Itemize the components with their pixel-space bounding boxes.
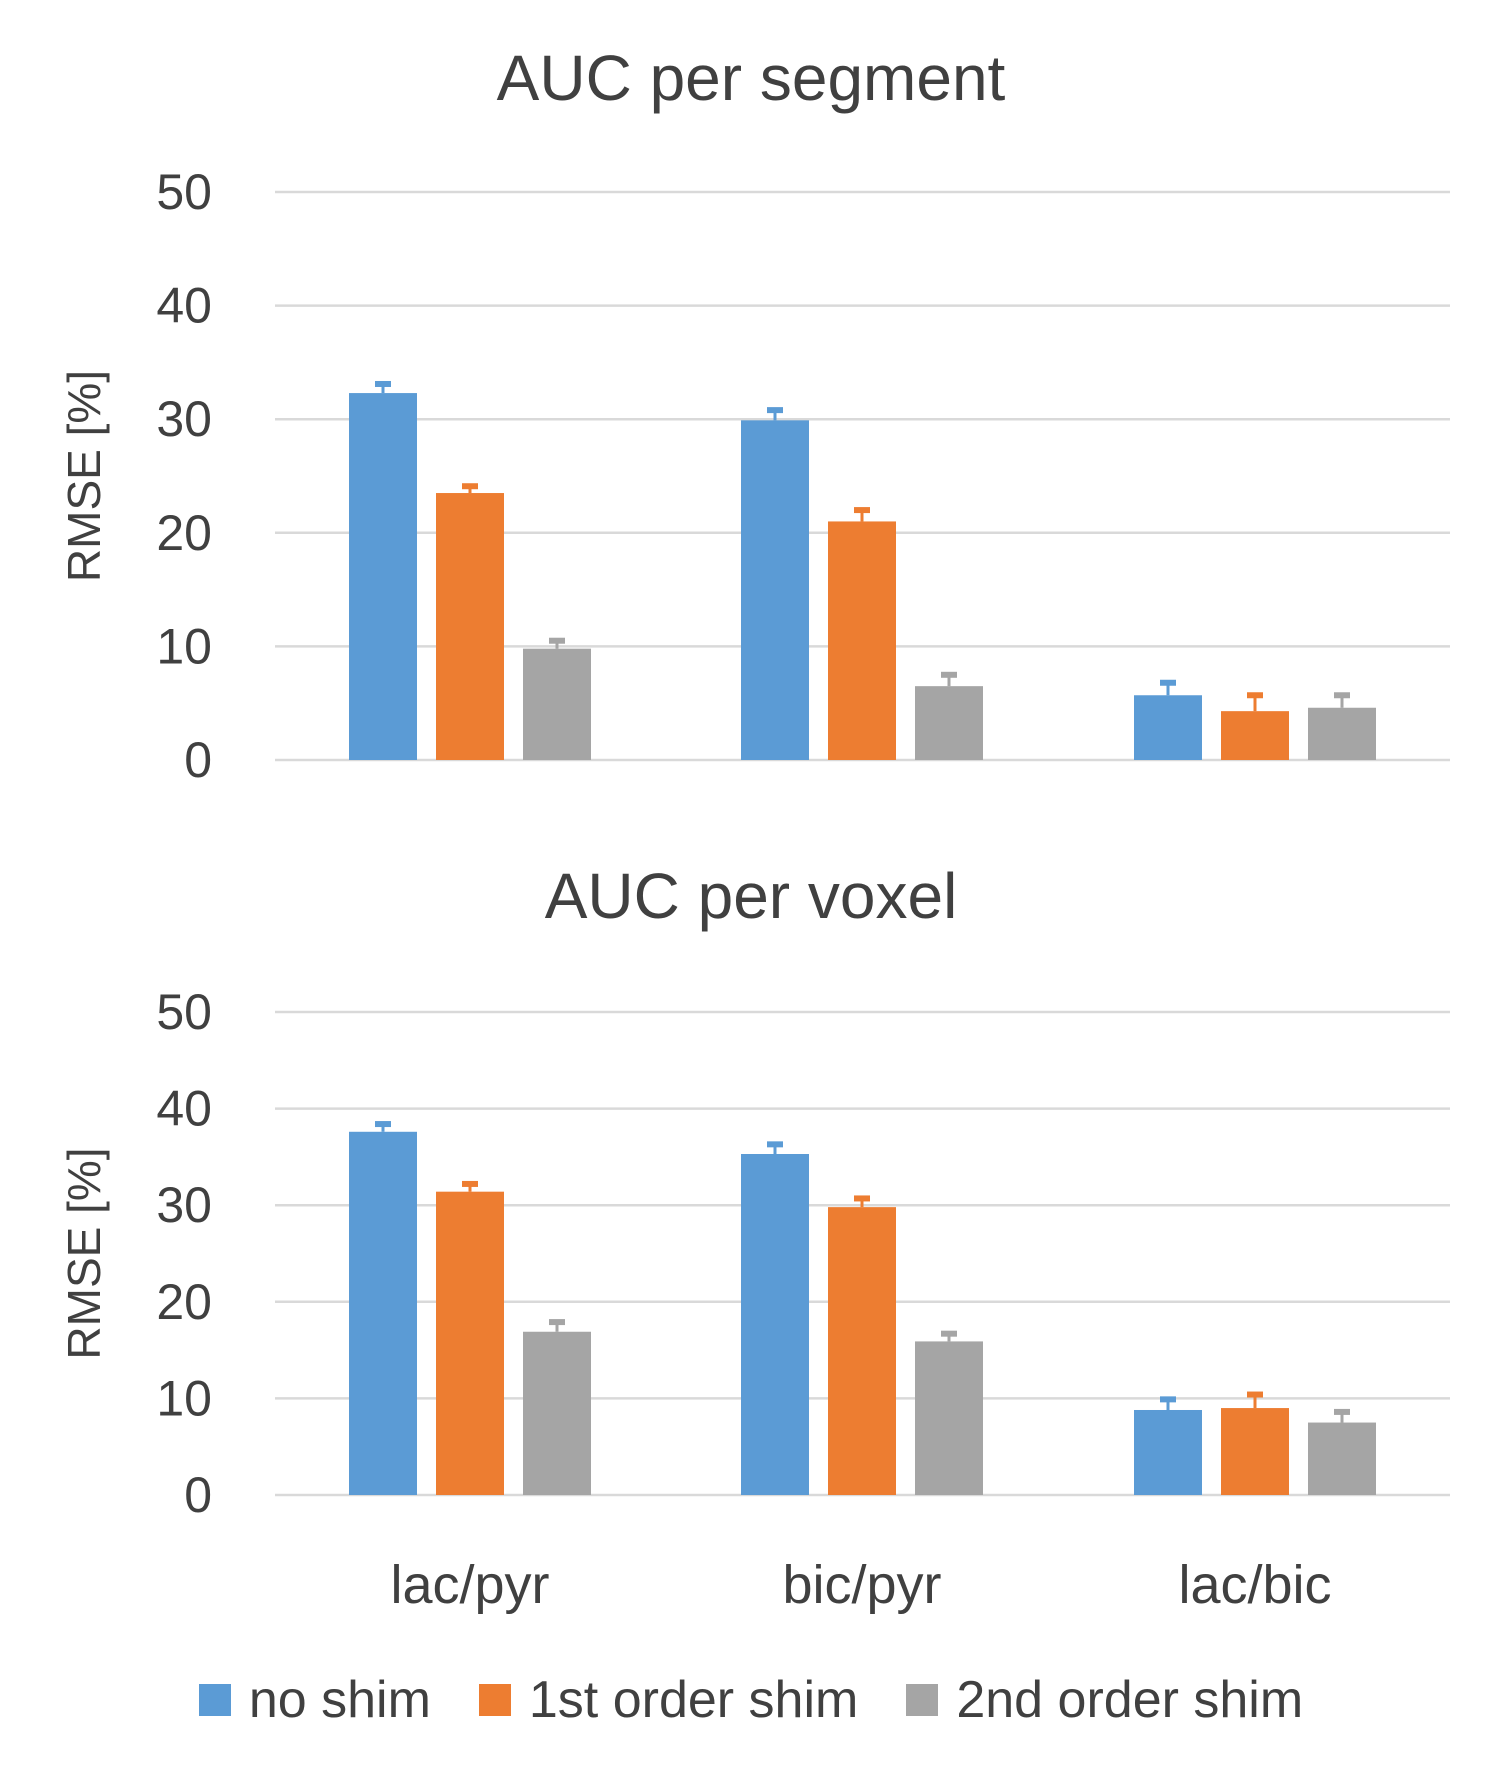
legend-item-2nd-order-shim: 2nd order shim [906,1670,1303,1730]
y-tick-label-10: 10 [156,618,212,674]
y-tick-label-40: 40 [156,1081,212,1137]
y-tick-label-0: 0 [184,1467,212,1523]
x-tick-label-lac-pyr: lac/pyr [390,1555,549,1615]
chart-auc-per-voxel: AUC per voxel 0 10 20 30 40 50 RMSE [%] lac/pyr b… [58,860,1450,1615]
bar-no-shim-bic-pyr [741,1154,809,1495]
y-tick-label-10: 10 [156,1370,212,1426]
legend-item-no-shim: no shim [198,1670,431,1730]
bar-2nd-order-shim-lac-pyr [523,648,591,760]
bar-2nd-order-shim-bic-pyr [915,686,983,760]
bar-2nd-order-shim-lac-bic [1308,707,1376,760]
bar-2nd-order-shim-bic-pyr [915,1341,983,1495]
bar-no-shim-lac-bic [1134,695,1202,760]
y-tick-label-50: 50 [156,984,212,1040]
y-tick-label-0: 0 [184,732,212,788]
bar-1st-order-shim-lac-pyr [436,1191,504,1495]
legend-swatch-1st-order-shim [478,1684,511,1716]
y-axis-label: RMSE [%] [58,1147,110,1359]
bar-1st-order-shim-lac-bic [1221,1408,1289,1495]
y-tick-label-30: 30 [156,1177,212,1233]
bar-1st-order-shim-lac-pyr [436,493,504,760]
chart-title: AUC per segment [497,42,1006,114]
bar-2nd-order-shim-lac-pyr [523,1331,591,1495]
bar-2nd-order-shim-lac-bic [1308,1422,1376,1495]
legend-swatch-2nd-order-shim [906,1684,939,1716]
bar-1st-order-shim-bic-pyr [828,521,896,760]
y-tick-label-30: 30 [156,391,212,447]
y-axis-label: RMSE [%] [58,370,110,582]
bar-1st-order-shim-lac-bic [1221,711,1289,760]
bar-no-shim-lac-bic [1134,1409,1202,1495]
y-tick-label-50: 50 [156,164,212,220]
bar-no-shim-lac-pyr [349,393,417,760]
bar-1st-order-shim-bic-pyr [828,1207,896,1495]
legend-item-1st-order-shim: 1st order shim [478,1670,859,1730]
chart-auc-per-segment: AUC per segment 0 10 20 30 40 50 RMSE [%] [58,42,1450,788]
x-tick-label-bic-pyr: bic/pyr [782,1555,941,1615]
bar-no-shim-lac-pyr [349,1131,417,1495]
legend: no shim 1st order shim 2nd order shim [0,1655,1502,1745]
legend-label-2nd-order-shim: 2nd order shim [956,1671,1304,1729]
legend-swatch-no-shim [198,1684,231,1716]
chart-title: AUC per voxel [545,860,958,932]
legend-label-no-shim: no shim [248,1671,431,1729]
legend-label-1st-order-shim: 1st order shim [528,1671,859,1729]
y-tick-label-20: 20 [156,505,212,561]
y-tick-label-20: 20 [156,1274,212,1330]
bar-no-shim-bic-pyr [741,420,809,760]
x-tick-label-lac-bic: lac/bic [1178,1555,1331,1615]
y-tick-label-40: 40 [156,278,212,334]
